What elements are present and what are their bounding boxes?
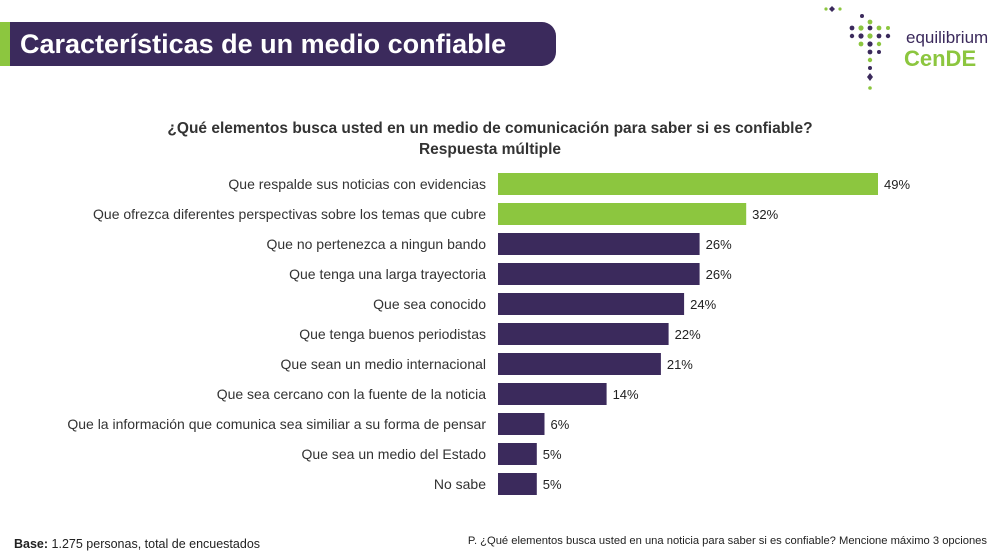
bar-1 bbox=[498, 173, 878, 195]
category-label-11: No sabe bbox=[434, 476, 486, 492]
bar-5 bbox=[498, 293, 685, 315]
value-label-3: 26% bbox=[706, 237, 732, 252]
chart-title: ¿Qué elementos busca usted en un medio d… bbox=[167, 120, 813, 137]
category-label-3: Que no pertenezca a ningun bando bbox=[266, 236, 486, 252]
bar-9 bbox=[498, 413, 545, 435]
logo-top-text: equilibrium bbox=[906, 28, 989, 47]
cende-logo: equilibrium CenDE bbox=[820, 0, 993, 95]
value-label-2: 32% bbox=[752, 207, 778, 222]
chart-subtitle: Respuesta múltiple bbox=[418, 141, 562, 158]
bar-10 bbox=[498, 443, 537, 465]
bar-8 bbox=[498, 383, 607, 405]
value-label-6: 22% bbox=[675, 327, 701, 342]
title-bar: Características de un medio confiable bbox=[0, 22, 556, 66]
category-label-5: Que sea conocido bbox=[373, 296, 486, 312]
value-label-11: 5% bbox=[543, 477, 562, 492]
value-label-10: 5% bbox=[543, 447, 562, 462]
value-label-4: 26% bbox=[706, 267, 732, 282]
value-label-1: 49% bbox=[884, 177, 910, 192]
bar-7 bbox=[498, 353, 661, 375]
logo-bottom-text: CenDE bbox=[904, 46, 977, 71]
category-label-4: Que tenga una larga trayectoria bbox=[289, 266, 486, 282]
category-label-2: Que ofrezca diferentes perspectivas sobr… bbox=[93, 206, 486, 222]
category-label-6: Que tenga buenos periodistas bbox=[299, 326, 486, 342]
page-title: Características de un medio confiable bbox=[20, 29, 507, 59]
title-accent bbox=[0, 22, 10, 66]
footer-question: P. ¿Qué elementos busca usted en una not… bbox=[467, 535, 987, 547]
bar-chart: Que respalde sus noticias con evidencias… bbox=[67, 173, 910, 495]
category-label-10: Que sea un medio del Estado bbox=[302, 446, 487, 462]
bar-6 bbox=[498, 323, 669, 345]
footer-base-label: Base: bbox=[14, 537, 49, 551]
category-label-7: Que sean un medio internacional bbox=[281, 356, 486, 372]
bar-11 bbox=[498, 473, 537, 495]
bar-4 bbox=[498, 263, 700, 285]
category-label-8: Que sea cercano con la fuente de la noti… bbox=[217, 386, 487, 402]
footer-base: Base: 1.275 personas, total de encuestad… bbox=[14, 537, 260, 551]
value-label-8: 14% bbox=[613, 387, 639, 402]
category-label-1: Que respalde sus noticias con evidencias bbox=[228, 176, 486, 192]
logo-dots-icon bbox=[824, 6, 891, 90]
value-label-9: 6% bbox=[551, 417, 570, 432]
footer-base-text: 1.275 personas, total de encuestados bbox=[51, 537, 261, 551]
category-label-9: Que la información que comunica sea simi… bbox=[67, 416, 486, 432]
bar-2 bbox=[498, 203, 747, 225]
bar-3 bbox=[498, 233, 700, 255]
value-label-5: 24% bbox=[690, 297, 716, 312]
value-label-7: 21% bbox=[667, 357, 693, 372]
